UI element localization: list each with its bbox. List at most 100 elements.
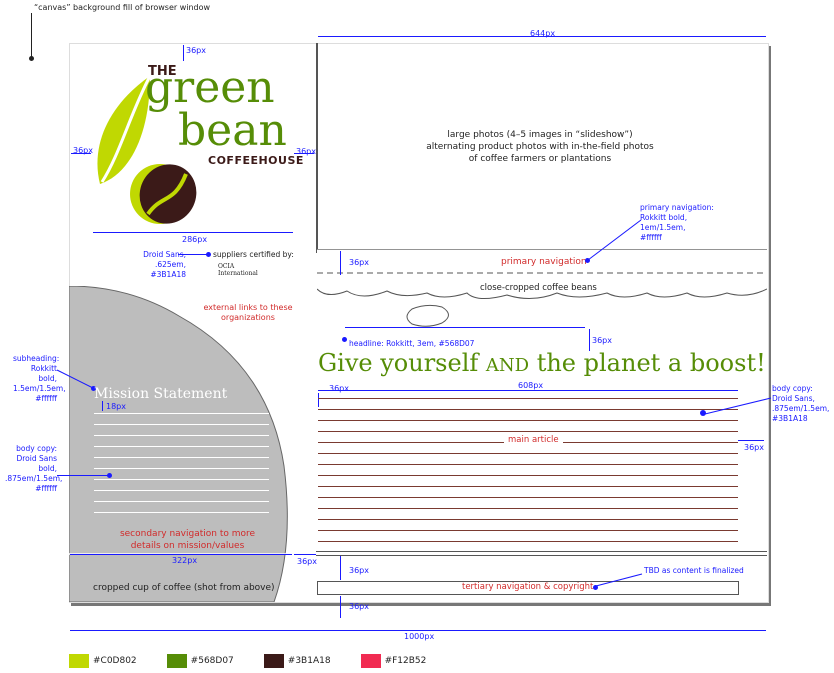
subheading-pointer-dot: [91, 386, 96, 391]
column-divider: [316, 43, 317, 253]
dim-label-total: 1000px: [404, 632, 435, 641]
primary-nav-pointer: [587, 219, 642, 261]
dim-label-top: 36px: [186, 46, 206, 55]
dim-label-logo-width: 286px: [182, 235, 208, 244]
primary-nav-note: primary navigation: Rokkitt bold, 1em/1.…: [640, 203, 714, 242]
headline-part-a: Give yourself: [318, 349, 486, 377]
mission-line: [94, 435, 269, 436]
palette-swatch: [263, 654, 284, 668]
article-line: [318, 530, 738, 531]
article-line: [318, 508, 738, 509]
logo-green: green: [145, 62, 275, 113]
article-line: [318, 453, 738, 454]
canvas-pointer-line: [31, 13, 32, 57]
article-line: [318, 475, 738, 476]
dim-label-sidebar-right: 36px: [297, 557, 317, 566]
mission-body-lines: [94, 413, 274, 523]
headline-part-b: the planet a boost!: [529, 349, 766, 377]
headline-note-line: [345, 327, 585, 328]
palette-swatch: [166, 654, 187, 668]
external-links-label: external links to these organizations: [203, 303, 293, 322]
dim-label-footer-top: 36px: [349, 566, 369, 575]
beans-label: close-cropped coffee beans: [480, 283, 597, 293]
mission-line: [94, 501, 269, 502]
mission-line: [94, 446, 269, 447]
logo-the: THE: [148, 64, 177, 79]
color-palette: #C0D802 #568D07 #3B1A18 #F12B52: [69, 654, 426, 668]
dim-label-article-right: 36px: [744, 443, 764, 452]
dim-label-mission: 18px: [106, 402, 126, 411]
canvas-note: “canvas” background fill of browser wind…: [34, 3, 211, 12]
mission-line: [94, 413, 269, 414]
article-note: body copy: Droid Sans, .875em/1.5em, #3B…: [772, 384, 830, 423]
mission-line: [94, 512, 269, 513]
mission-line: [94, 457, 269, 458]
dim-line-headline: [589, 329, 590, 351]
sidebar-body-pointer-dot: [107, 473, 112, 478]
secondary-nav-label[interactable]: secondary navigation to more details on …: [119, 529, 256, 551]
mission-line: [94, 479, 269, 480]
dim-line-top: [183, 45, 184, 61]
dim-label-slideshow: 644px: [530, 29, 556, 38]
article-line: [318, 420, 738, 421]
sidebar-body-note: body copy: Droid Sans bold, .875em/1.5em…: [5, 444, 63, 493]
article-line: [318, 409, 738, 410]
article-line: [318, 431, 738, 432]
palette-label: #C0D802: [93, 656, 137, 666]
primary-nav-pointer-dot: [585, 258, 590, 263]
dim-line-sidebar-width: [70, 554, 292, 555]
suppliers-pointer: [178, 254, 208, 255]
primary-nav-label[interactable]: primary navigation: [501, 257, 587, 267]
dim-line-right: [294, 153, 314, 154]
article-line: [318, 398, 738, 399]
palette-swatch: [69, 654, 89, 668]
dim-label-nav: 36px: [349, 258, 369, 267]
dim-line-article-right: [738, 440, 764, 441]
article-line: [318, 497, 738, 498]
suppliers-note: Droid Sans, .625em, #3B1A18: [143, 250, 186, 279]
palette-item: #C0D802: [69, 654, 137, 668]
dim-line-article-left: [318, 393, 319, 407]
dim-line-sidebar-right: [294, 554, 316, 555]
dim-label-article-width: 608px: [518, 381, 544, 390]
mission-line: [94, 424, 269, 425]
footer-rule: [316, 551, 767, 556]
dim-line-logo-width: [93, 232, 293, 233]
palette-swatch: [360, 654, 381, 668]
slideshow-description: large photos (4–5 images in “slideshow”)…: [426, 130, 654, 164]
headline: Give yourself AND the planet a boost!: [318, 349, 766, 380]
palette-item: #568D07: [166, 654, 234, 668]
article-body-lines: [318, 398, 738, 558]
headline-note-dot: [342, 337, 347, 342]
dim-label-headline: 36px: [592, 336, 612, 345]
slideshow-area: [317, 43, 768, 249]
dim-line-footer-bottom: [340, 596, 341, 618]
mission-line: [94, 468, 269, 469]
logo-coffeehouse: COFFEEHOUSE: [208, 154, 304, 167]
headline-and: AND: [485, 355, 530, 376]
tertiary-nav-label[interactable]: tertiary navigation & copyright: [462, 582, 594, 592]
dim-line-nav: [340, 251, 341, 275]
dim-line-total: [70, 630, 766, 631]
canvas-pointer-dot: [29, 56, 34, 61]
nav-cloud-shape: [317, 249, 767, 327]
mission-statement-heading: Mission Statement: [94, 386, 228, 402]
dim-label-right: 36px: [296, 147, 316, 156]
tertiary-nav-bar[interactable]: [317, 581, 739, 595]
article-line: [318, 519, 738, 520]
article-note-dot: [700, 410, 706, 416]
footer-pointer: [595, 573, 643, 587]
footer-pointer-dot: [593, 585, 598, 590]
article-line: [318, 541, 738, 542]
palette-label: #3B1A18: [287, 656, 331, 666]
mission-line: [94, 490, 269, 491]
dim-label-left: 36px: [73, 146, 93, 155]
dim-line-footer-top: [340, 556, 341, 580]
suppliers-pointer-dot: [206, 252, 211, 257]
main-article-label: main article: [504, 435, 563, 445]
subheading-pointer: [56, 369, 94, 389]
dim-label-footer-bottom: 36px: [349, 602, 369, 611]
palette-item: #F12B52: [360, 654, 426, 668]
sidebar-body-pointer: [57, 475, 109, 476]
ocia-logo: OCIA International: [218, 263, 258, 277]
